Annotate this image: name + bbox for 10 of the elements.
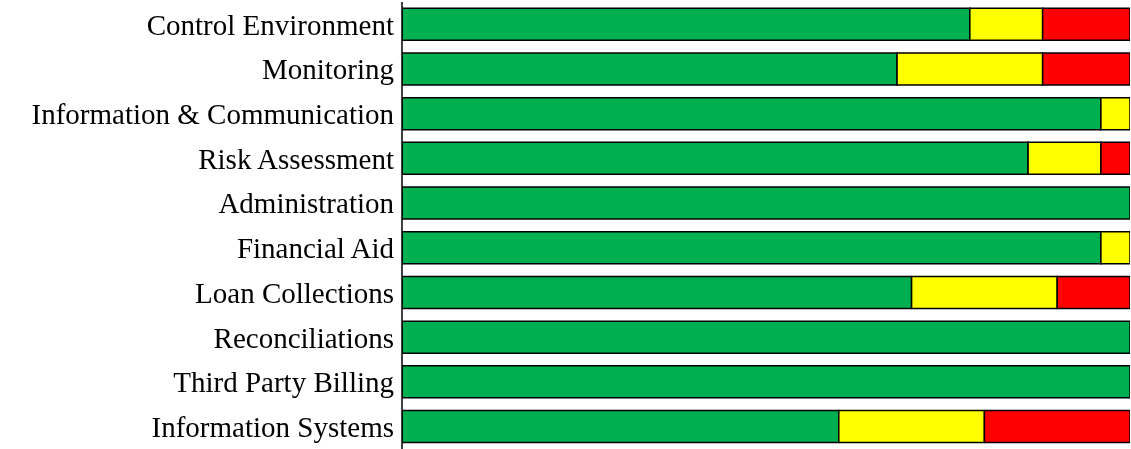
- y-tick-label: Monitoring: [261, 53, 394, 86]
- y-tick-label: Information & Communication: [31, 98, 395, 131]
- y-tick-label: Loan Collections: [195, 276, 394, 309]
- y-tick-label: Information Systems: [151, 410, 394, 443]
- y-tick-label: Reconciliations: [213, 321, 394, 354]
- y-tick-label: Third Party Billing: [173, 366, 394, 399]
- y-tick-label: Financial Aid: [236, 232, 395, 265]
- y-tick-label: Administration: [218, 187, 395, 220]
- y-tick-label: Risk Assessment: [198, 142, 394, 175]
- y-tick-label: Control Environment: [146, 8, 394, 41]
